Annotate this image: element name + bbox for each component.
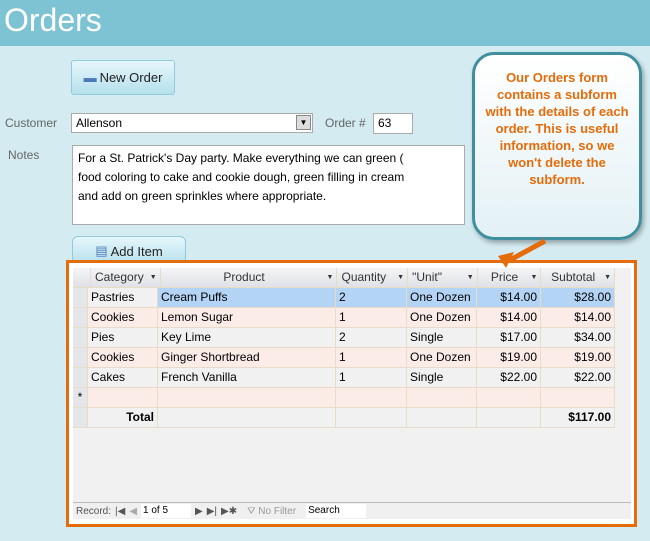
callout: Our Orders form contains a subform with … — [472, 52, 642, 240]
table-cell[interactable]: Cakes — [88, 368, 158, 388]
column-header[interactable]: Subtotal ▼ — [541, 268, 615, 288]
table-cell[interactable]: $22.00 — [541, 368, 615, 388]
column-header[interactable]: Quantity ▼ — [337, 268, 409, 288]
sort-icon[interactable]: ▼ — [530, 274, 538, 281]
table-row[interactable]: Cookies Ginger Shortbread 1 One Dozen $19.00… — [73, 348, 615, 368]
table-cell[interactable]: $19.00 — [541, 348, 615, 368]
table-cell[interactable]: 1 — [336, 308, 407, 328]
chevron-down-icon[interactable]: ▼ — [149, 274, 157, 281]
table-cell[interactable]: Cream Puffs — [158, 288, 336, 308]
row-selector[interactable] — [73, 288, 88, 308]
column-header[interactable]: Category ▼ — [91, 268, 161, 288]
new-order-button[interactable]: ▬ New Order — [71, 60, 175, 95]
chevron-down-icon[interactable]: ▼ — [326, 274, 334, 281]
table-cell[interactable]: Single — [407, 368, 477, 388]
order-details-datasheet: Category ▼ Product ▼ Quantity ▼ "Unit" ▼ Pri… — [73, 268, 631, 502]
table-cell[interactable]: Ginger Shortbread — [158, 348, 336, 368]
first-record-icon[interactable]: |◀ — [115, 505, 126, 517]
row-selector[interactable] — [73, 308, 88, 328]
order-number-field[interactable]: 63 — [373, 113, 413, 134]
table-cell[interactable]: Cookies — [88, 308, 158, 328]
new-record-icon: ▬ — [83, 70, 97, 85]
chevron-down-icon[interactable]: ▼ — [466, 274, 474, 281]
column-header[interactable]: Product ▼ — [160, 268, 338, 288]
notes-field[interactable]: For a St. Patrick's Day party. Make ever… — [72, 145, 465, 225]
table-cell[interactable]: $17.00 — [477, 328, 541, 348]
form-icon: ▤ — [95, 243, 108, 258]
table-cell[interactable]: Cookies — [88, 348, 158, 368]
chevron-down-icon[interactable]: ▼ — [397, 274, 405, 281]
select-all[interactable] — [73, 268, 91, 288]
table-cell[interactable]: Pies — [88, 328, 158, 348]
chevron-down-icon[interactable]: ▼ — [296, 115, 311, 130]
table-cell[interactable]: $14.00 — [541, 308, 615, 328]
total-label: Total — [88, 408, 158, 428]
new-record-icon: * — [73, 388, 88, 408]
table-cell[interactable]: One Dozen — [407, 288, 477, 308]
table-cell[interactable]: $22.00 — [477, 368, 541, 388]
record-position-field[interactable]: 1 of 5 — [141, 504, 192, 518]
table-cell[interactable]: Key Lime — [158, 328, 336, 348]
header-row: Category ▼ Product ▼ Quantity ▼ "Unit" ▼ Pri… — [73, 268, 615, 288]
notes-label: Notes — [8, 148, 40, 162]
table-cell[interactable]: One Dozen — [407, 308, 477, 328]
next-record-icon[interactable]: ▶ — [195, 505, 203, 517]
table-cell[interactable]: $34.00 — [541, 328, 615, 348]
table-cell[interactable]: 2 — [336, 328, 407, 348]
column-header[interactable]: Price ▼ — [477, 268, 542, 288]
record-label: Record: — [76, 505, 112, 517]
row-selector[interactable] — [73, 328, 88, 348]
table-cell[interactable]: $14.00 — [477, 288, 541, 308]
total-row: Total $117.00 — [73, 408, 615, 428]
last-record-icon[interactable]: ▶| — [206, 505, 218, 517]
row-selector[interactable] — [73, 368, 88, 388]
total-value: $117.00 — [541, 408, 615, 428]
table-cell[interactable]: Pastries — [88, 288, 158, 308]
table-cell[interactable]: 1 — [336, 348, 407, 368]
table-cell[interactable]: French Vanilla — [158, 368, 336, 388]
notes-line: For a St. Patrick's Day party. Make ever… — [78, 151, 404, 165]
table-cell[interactable]: 1 — [336, 368, 407, 388]
customer-select[interactable]: Allenson ▼ — [71, 113, 313, 133]
customer-label: Customer — [5, 116, 58, 130]
order-number-label: Order # — [325, 116, 366, 130]
table-cell[interactable]: Single — [407, 328, 477, 348]
column-header-label: "Unit" — [412, 270, 442, 284]
prev-record-icon[interactable]: ◀ — [129, 505, 138, 517]
table-row[interactable]: Cakes French Vanilla 1 Single $22.00 $22.00 — [73, 368, 615, 388]
table-cell[interactable]: $14.00 — [477, 308, 541, 328]
column-header[interactable]: "Unit" ▼ — [408, 268, 478, 288]
page-title: Orders — [4, 2, 102, 38]
notes-line: and add on green sprinkles where appropr… — [78, 189, 327, 203]
header: Orders — [0, 0, 650, 46]
search-input[interactable]: Search — [306, 504, 367, 518]
table-row[interactable]: Pies Key Lime 2 Single $17.00 $34.00 — [73, 328, 615, 348]
new-record-row[interactable]: * — [73, 388, 615, 408]
filter-icon: ⛛ — [247, 505, 256, 517]
notes-line: food coloring to cake and cookie dough, … — [78, 170, 405, 184]
column-header-label: Price — [490, 270, 519, 284]
column-header-label: Product — [223, 270, 265, 284]
column-header-label: Category — [95, 270, 144, 284]
record-navigator: Record: |◀ ◀ 1 of 5 ▶ ▶| ▶✱ ⛛ No Filter Sea… — [73, 502, 631, 519]
new-record-nav-icon[interactable]: ▶✱ — [221, 505, 238, 517]
table-cell[interactable]: Lemon Sugar — [158, 308, 336, 328]
callout-text: Our Orders form contains a subform with … — [485, 70, 629, 187]
table-row[interactable]: Pastries Cream Puffs 2 One Dozen $14.00 $28.0… — [73, 288, 615, 308]
table-cell[interactable]: One Dozen — [407, 348, 477, 368]
table-cell[interactable]: 2 — [336, 288, 407, 308]
table-cell[interactable]: $28.00 — [541, 288, 615, 308]
chevron-down-icon[interactable]: ▼ — [604, 274, 611, 281]
column-header-label: Subtotal — [551, 270, 596, 284]
column-header-label: Quantity — [341, 270, 387, 284]
no-filter-button[interactable]: ⛛ No Filter — [247, 505, 297, 517]
row-selector[interactable] — [73, 348, 88, 368]
table-row[interactable]: Cookies Lemon Sugar 1 One Dozen $14.00 $14.00 — [73, 308, 615, 328]
table-cell[interactable]: $19.00 — [477, 348, 541, 368]
